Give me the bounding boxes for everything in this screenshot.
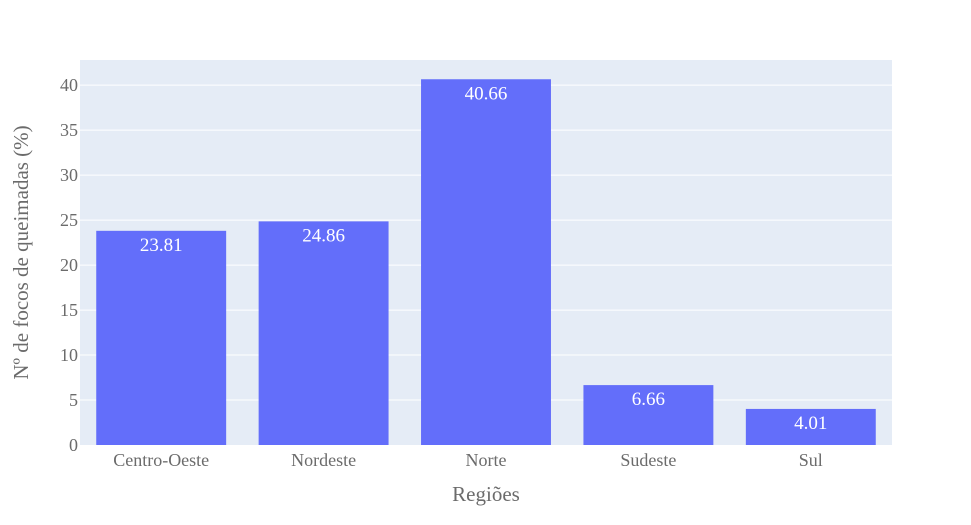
bar-sul xyxy=(745,408,876,445)
bar-value-label: 6.66 xyxy=(632,389,665,410)
x-axis-ticks: Centro-Oeste Nordeste Norte Sudeste Sul xyxy=(113,450,823,470)
x-tick-label: Sul xyxy=(799,450,823,470)
x-axis-title: Regiões xyxy=(452,482,520,506)
y-axis-title: Nº de focos de queimadas (%) xyxy=(9,125,33,379)
bar-value-label: 24.86 xyxy=(302,225,345,246)
y-tick-label: 0 xyxy=(69,435,78,455)
y-tick-label: 5 xyxy=(69,390,78,410)
x-tick-label: Nordeste xyxy=(291,450,356,470)
y-tick-label: 30 xyxy=(60,165,78,185)
y-tick-label: 15 xyxy=(60,300,78,320)
x-tick-label: Norte xyxy=(466,450,507,470)
bar-nordeste xyxy=(258,221,389,445)
bar-centro-oeste xyxy=(96,230,227,445)
bar-norte xyxy=(421,79,551,445)
bar-sudeste xyxy=(583,385,714,445)
y-tick-label: 40 xyxy=(60,75,78,95)
y-axis-ticks: 0 5 10 15 20 25 30 35 40 xyxy=(60,75,78,455)
x-tick-label: Centro-Oeste xyxy=(113,450,209,470)
y-tick-label: 25 xyxy=(60,210,78,230)
y-tick-label: 10 xyxy=(60,345,78,365)
bar-value-label: 23.81 xyxy=(140,235,183,256)
y-tick-label: 20 xyxy=(60,255,78,275)
bar-value-label: 40.66 xyxy=(465,83,508,104)
x-tick-label: Sudeste xyxy=(620,450,676,470)
bars: 23.81 24.86 40.66 6.66 4.01 xyxy=(96,79,876,445)
bar-value-label: 4.01 xyxy=(794,413,827,434)
y-tick-label: 35 xyxy=(60,120,78,140)
